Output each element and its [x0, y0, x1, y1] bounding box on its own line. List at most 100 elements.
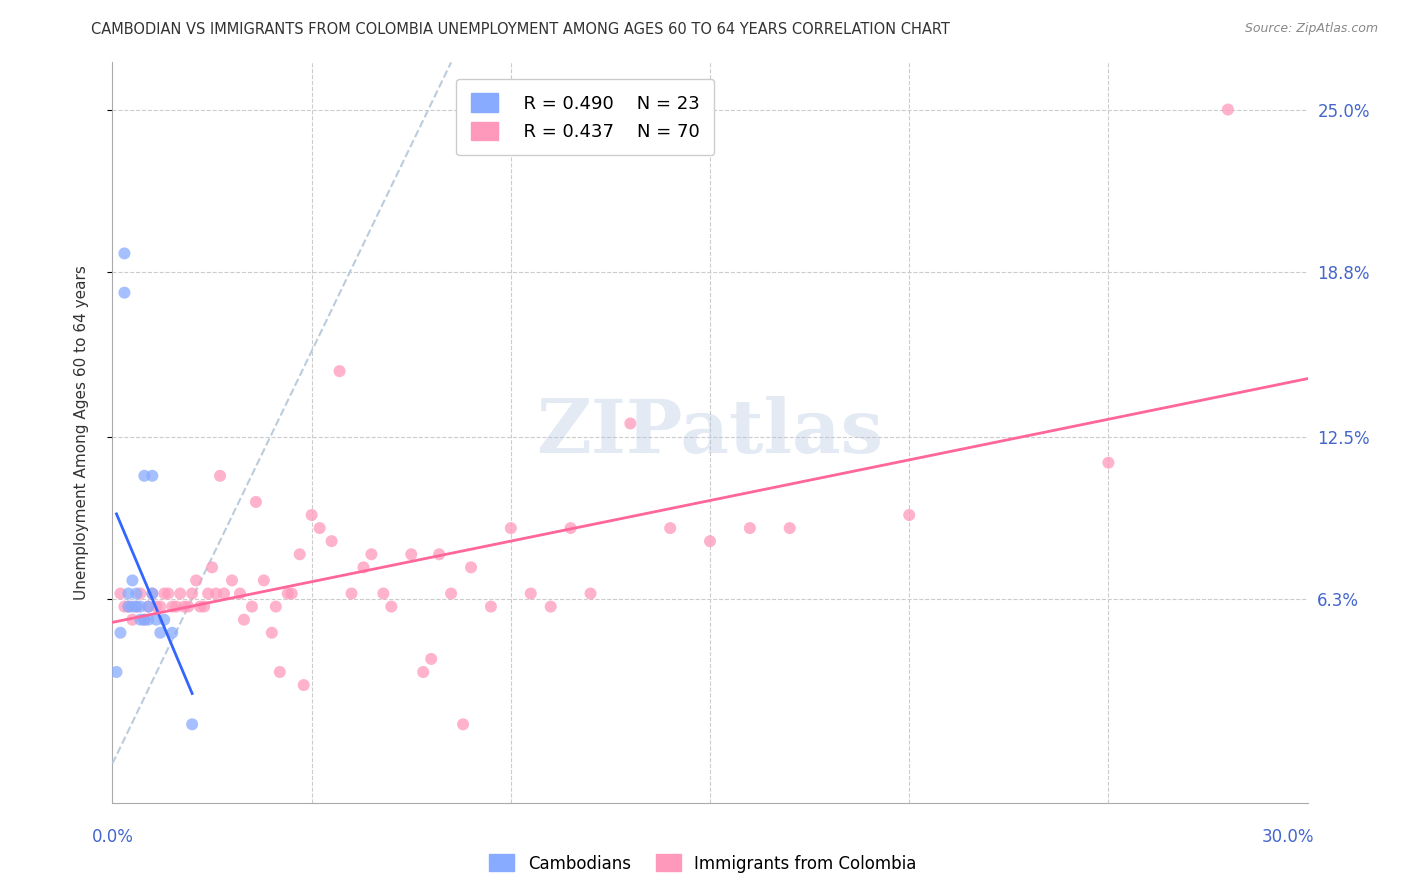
Point: [177, 599, 200, 614]
Point: [145, 599, 167, 614]
Point: [340, 586, 363, 600]
Point: [659, 521, 682, 535]
Point: [233, 613, 256, 627]
Point: [145, 613, 167, 627]
Point: [162, 625, 183, 640]
Legend:   R = 0.490    N = 23,   R = 0.437    N = 70: R = 0.490 N = 23, R = 0.437 N = 70: [456, 78, 714, 155]
Point: [420, 652, 443, 666]
Point: [579, 586, 602, 600]
Point: [117, 599, 139, 614]
Point: [281, 586, 304, 600]
Point: [125, 599, 148, 614]
Point: [138, 613, 160, 627]
Text: Source: ZipAtlas.com: Source: ZipAtlas.com: [1244, 22, 1378, 36]
Y-axis label: Unemployment Among Ages 60 to 64 years: Unemployment Among Ages 60 to 64 years: [75, 265, 89, 600]
Point: [121, 613, 143, 627]
Point: [121, 599, 143, 614]
Point: [440, 586, 463, 600]
Point: [221, 574, 243, 588]
Point: [321, 534, 343, 549]
Text: 30.0%: 30.0%: [1263, 828, 1315, 846]
Point: [308, 521, 330, 535]
Point: [114, 285, 135, 300]
Point: [401, 547, 423, 561]
Point: [619, 417, 641, 431]
Point: [898, 508, 921, 522]
Point: [240, 599, 263, 614]
Point: [153, 613, 176, 627]
Point: [157, 586, 180, 600]
Point: [353, 560, 375, 574]
Point: [479, 599, 502, 614]
Point: [699, 534, 721, 549]
Point: [245, 495, 267, 509]
Point: [162, 599, 183, 614]
Point: [412, 665, 434, 679]
Point: [229, 586, 252, 600]
Point: [114, 246, 135, 260]
Text: CAMBODIAN VS IMMIGRANTS FROM COLOMBIA UNEMPLOYMENT AMONG AGES 60 TO 64 YEARS COR: CAMBODIAN VS IMMIGRANTS FROM COLOMBIA UN…: [91, 22, 950, 37]
Point: [269, 665, 291, 679]
Point: [121, 574, 143, 588]
Point: [253, 574, 276, 588]
Point: [125, 599, 148, 614]
Point: [138, 599, 160, 614]
Point: [260, 625, 283, 640]
Point: [117, 586, 139, 600]
Point: [1216, 103, 1239, 117]
Point: [149, 625, 172, 640]
Point: [138, 599, 160, 614]
Point: [499, 521, 522, 535]
Point: [134, 613, 156, 627]
Point: [149, 599, 172, 614]
Point: [197, 586, 219, 600]
Point: [1097, 456, 1119, 470]
Point: [117, 599, 139, 614]
Point: [560, 521, 582, 535]
Point: [201, 560, 224, 574]
Point: [264, 599, 287, 614]
Legend: Cambodians, Immigrants from Colombia: Cambodians, Immigrants from Colombia: [482, 847, 924, 880]
Point: [129, 586, 152, 600]
Point: [205, 586, 228, 600]
Point: [134, 468, 156, 483]
Point: [129, 599, 152, 614]
Point: [181, 717, 204, 731]
Point: [134, 613, 156, 627]
Point: [141, 586, 163, 600]
Point: [129, 613, 152, 627]
Point: [360, 547, 382, 561]
Point: [380, 599, 402, 614]
Point: [110, 625, 132, 640]
Text: 0.0%: 0.0%: [91, 828, 134, 846]
Point: [779, 521, 801, 535]
Point: [292, 678, 315, 692]
Point: [188, 599, 211, 614]
Point: [460, 560, 482, 574]
Point: [169, 586, 191, 600]
Point: [105, 665, 128, 679]
Point: [209, 468, 232, 483]
Point: [301, 508, 323, 522]
Point: [193, 599, 215, 614]
Point: [373, 586, 395, 600]
Point: [153, 586, 176, 600]
Point: [125, 586, 148, 600]
Point: [212, 586, 235, 600]
Point: [173, 599, 195, 614]
Point: [277, 586, 299, 600]
Point: [165, 599, 187, 614]
Point: [738, 521, 761, 535]
Point: [141, 468, 163, 483]
Point: [181, 586, 204, 600]
Point: [141, 586, 163, 600]
Point: [329, 364, 352, 378]
Point: [427, 547, 450, 561]
Point: [114, 599, 135, 614]
Point: [540, 599, 562, 614]
Point: [520, 586, 543, 600]
Point: [288, 547, 311, 561]
Point: [186, 574, 208, 588]
Text: ZIPatlas: ZIPatlas: [537, 396, 883, 469]
Point: [110, 586, 132, 600]
